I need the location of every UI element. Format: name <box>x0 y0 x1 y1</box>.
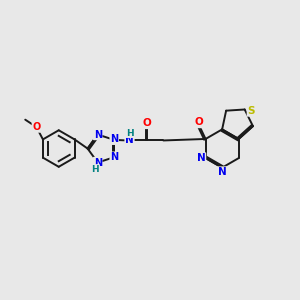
Text: O: O <box>143 118 152 128</box>
Text: N: N <box>94 158 102 167</box>
Text: N: N <box>125 136 134 146</box>
Text: N: N <box>218 167 226 177</box>
Text: N: N <box>110 134 118 144</box>
Text: N: N <box>94 130 102 140</box>
Text: N: N <box>110 152 118 162</box>
Text: H: H <box>92 164 99 173</box>
Text: S: S <box>248 106 255 116</box>
Text: O: O <box>32 122 40 132</box>
Text: N: N <box>197 153 206 163</box>
Text: O: O <box>194 118 203 128</box>
Text: H: H <box>126 129 133 138</box>
